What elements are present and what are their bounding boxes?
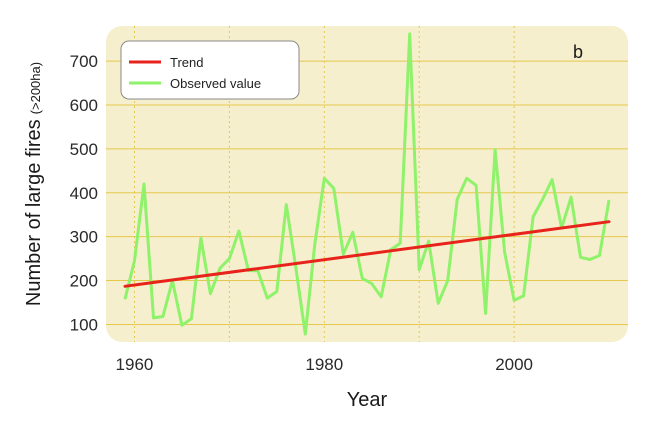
y-tick-label: 600 xyxy=(70,96,98,115)
observed-point xyxy=(133,260,136,262)
observed-point xyxy=(276,290,278,293)
observed-point xyxy=(285,204,287,206)
observed-point xyxy=(551,179,553,181)
observed-point xyxy=(485,312,487,315)
observed-point xyxy=(238,230,240,232)
observed-point xyxy=(304,333,306,335)
observed-point xyxy=(428,240,430,242)
observed-point xyxy=(124,298,126,300)
observed-point xyxy=(314,243,316,245)
observed-point xyxy=(409,33,411,35)
observed-point xyxy=(352,231,354,233)
observed-point xyxy=(266,297,268,299)
x-tick-label: 1980 xyxy=(305,355,343,374)
observed-point xyxy=(475,184,477,186)
observed-point xyxy=(504,251,506,253)
observed-point xyxy=(399,242,401,244)
observed-point xyxy=(466,177,468,179)
x-tick-label: 1960 xyxy=(116,355,154,374)
y-tick-labels: 100 200 300 400 500 600 700 xyxy=(70,52,98,334)
observed-point xyxy=(333,187,335,189)
observed-point xyxy=(589,258,591,261)
observed-point xyxy=(257,270,259,272)
observed-point xyxy=(219,267,221,269)
series-layer xyxy=(123,32,611,336)
observed-point xyxy=(541,198,544,200)
legend-label-trend: Trend xyxy=(170,55,203,70)
y-axis-title-main: Number of large fires xyxy=(23,119,45,306)
observed-point xyxy=(608,199,610,201)
observed-point xyxy=(228,258,230,260)
observed-point xyxy=(532,216,534,218)
observed-point xyxy=(209,293,211,295)
observed-point xyxy=(152,317,155,319)
observed-point xyxy=(579,256,582,258)
observed-point xyxy=(190,318,193,320)
legend-label-observed: Observed value xyxy=(170,76,261,91)
panel-label: b xyxy=(573,42,583,62)
y-tick-label: 200 xyxy=(70,272,98,291)
trend-line xyxy=(123,220,611,288)
observed-point xyxy=(323,177,325,179)
observed-point xyxy=(342,253,344,255)
y-tick-label: 500 xyxy=(70,140,98,159)
observed-point xyxy=(380,296,382,298)
observed-point xyxy=(418,268,420,271)
x-tick-labels: 1960 1980 2000 xyxy=(116,355,533,374)
observed-point xyxy=(447,279,449,282)
observed-point xyxy=(371,283,373,285)
observed-point xyxy=(295,266,297,268)
y-tick-label: 700 xyxy=(70,52,98,71)
observed-point xyxy=(598,254,601,257)
observed-point xyxy=(162,315,164,318)
observed-point xyxy=(523,295,525,297)
legend-box xyxy=(120,40,300,100)
x-tick-label: 2000 xyxy=(495,355,533,374)
observed-point xyxy=(143,183,145,185)
observed-point xyxy=(513,299,515,301)
observed-point xyxy=(181,324,183,326)
y-tick-label: 100 xyxy=(70,315,98,334)
observed-point xyxy=(494,149,496,151)
observed-point xyxy=(456,198,458,200)
observed-point xyxy=(437,302,439,304)
y-axis-title: Number of large fires (>200ha) xyxy=(23,62,45,306)
y-tick-label: 400 xyxy=(70,184,98,203)
observed-point xyxy=(361,277,363,279)
y-tick-label: 300 xyxy=(70,228,98,247)
observed-point xyxy=(570,196,572,198)
observed-point xyxy=(200,237,202,239)
x-axis-title: Year xyxy=(347,389,388,411)
observed-value-line xyxy=(123,32,611,336)
legend: Trend Observed value xyxy=(120,40,300,100)
y-axis-title-sub: (>200ha) xyxy=(28,62,43,114)
